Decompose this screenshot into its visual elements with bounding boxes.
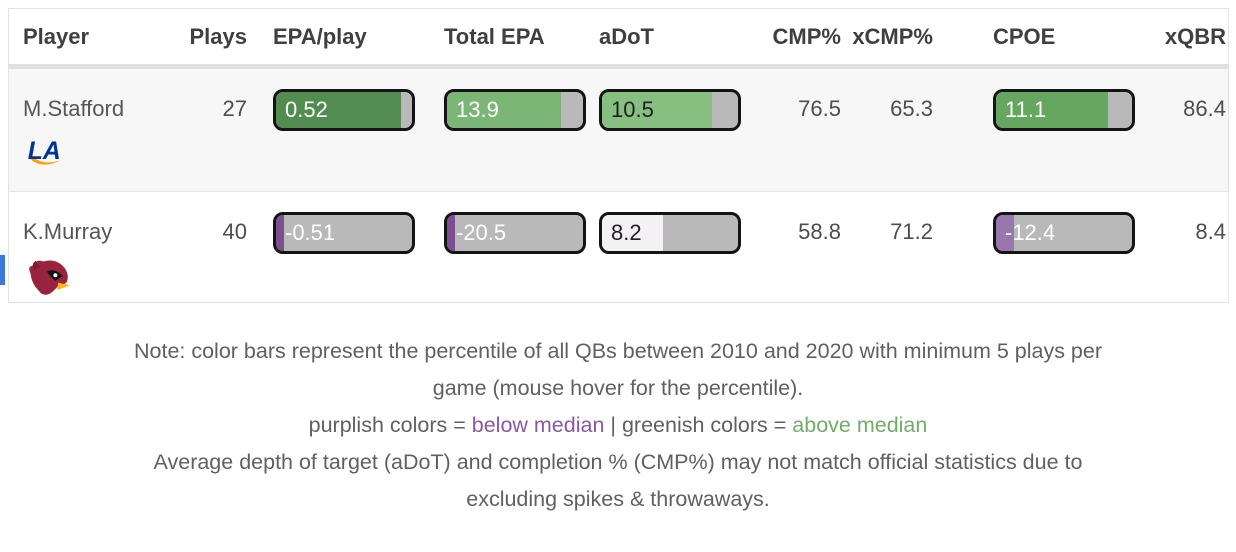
- legend-above-median: above median: [792, 413, 928, 437]
- bar-fill: [996, 92, 1108, 128]
- total-epa-value: 13.9: [456, 97, 499, 122]
- legend-below-median: below median: [471, 413, 605, 437]
- bar-fill: [447, 92, 562, 128]
- left-edge-scrollbar-fragment: [0, 255, 5, 285]
- epa-play-percentile-bar[interactable]: 0.52: [273, 89, 415, 131]
- xcmp-pct-value: 71.2: [890, 219, 933, 244]
- bar-fill: [276, 92, 402, 128]
- cmp-pct-value: 76.5: [798, 96, 841, 121]
- xcmp-pct-value: 65.3: [890, 96, 933, 121]
- total-epa-value: -20.5: [456, 220, 507, 245]
- column-header-xcmp-pct: xCMP%: [852, 24, 933, 49]
- bar-fill: [276, 215, 285, 251]
- cpoe-percentile-bar[interactable]: -12.4: [993, 212, 1135, 254]
- note-line-4: Average depth of target (aDoT) and compl…: [153, 450, 1083, 474]
- column-header-xqbr: xQBR: [1164, 24, 1226, 49]
- table-row-murray: K.Murray 40 -0.51 -20.5: [9, 192, 1228, 302]
- table-header-row: Player Plays EPA/play Total EPA aDoT CMP…: [9, 9, 1228, 69]
- xqbr-value: 86.4: [1183, 96, 1226, 121]
- epa-play-percentile-bar[interactable]: -0.51: [273, 212, 415, 254]
- legend-prefix: purplish colors =: [308, 413, 472, 437]
- xqbr-value: 8.4: [1195, 219, 1226, 244]
- color-legend-line: purplish colors = below median | greenis…: [0, 407, 1236, 444]
- note-line-1: Note: color bars represent the percentil…: [133, 339, 1103, 363]
- player-name: M.Stafford: [23, 96, 125, 121]
- epa-play-value: 0.52: [285, 97, 328, 122]
- note-line-2: game (mouse hover for the percentile).: [432, 376, 804, 400]
- qb-stats-table: Player Plays EPA/play Total EPA aDoT CMP…: [8, 8, 1229, 303]
- total-epa-percentile-bar[interactable]: -20.5: [444, 212, 586, 254]
- column-header-plays: Plays: [189, 24, 248, 49]
- svg-text:LA: LA: [28, 138, 61, 165]
- player-name: K.Murray: [23, 219, 113, 244]
- bar-fill: [447, 215, 456, 251]
- bar-fill: [602, 215, 664, 251]
- legend-middle: greenish colors =: [621, 413, 793, 437]
- plays-value: 27: [222, 96, 247, 121]
- note-line-5: excluding spikes & throwaways.: [466, 487, 770, 511]
- adot-value: 10.5: [611, 97, 654, 122]
- footnote-block: Note: color bars represent the percentil…: [0, 333, 1236, 518]
- column-header-cmp-pct: CMP%: [772, 24, 841, 49]
- bar-fill: [602, 92, 713, 128]
- column-header-cpoe: CPOE: [993, 24, 1056, 49]
- plays-value: 40: [222, 219, 247, 244]
- player-cell: K.Murray: [9, 212, 169, 307]
- legend-separator: |: [604, 413, 622, 437]
- adot-value: 8.2: [611, 220, 642, 245]
- bar-fill: [996, 215, 1014, 251]
- adot-percentile-bar[interactable]: 8.2: [599, 212, 741, 254]
- column-header-player: Player: [23, 24, 90, 49]
- table-row-stafford: M.Stafford LA 27 0.52 13.9: [9, 69, 1228, 192]
- column-header-total-epa: Total EPA: [444, 24, 545, 49]
- total-epa-percentile-bar[interactable]: 13.9: [444, 89, 586, 131]
- cpoe-percentile-bar[interactable]: 11.1: [993, 89, 1135, 131]
- epa-play-value: -0.51: [285, 220, 336, 245]
- column-header-adot: aDoT: [599, 24, 654, 49]
- cpoe-value: 11.1: [1005, 97, 1047, 122]
- adot-percentile-bar[interactable]: 10.5: [599, 89, 741, 131]
- cmp-pct-value: 58.8: [798, 219, 841, 244]
- cpoe-value: -12.4: [1005, 220, 1056, 245]
- rams-logo-icon: LA: [25, 131, 169, 174]
- column-header-epa-play: EPA/play: [273, 24, 367, 49]
- player-cell: M.Stafford LA: [9, 89, 169, 174]
- cardinals-logo-icon: [25, 254, 169, 307]
